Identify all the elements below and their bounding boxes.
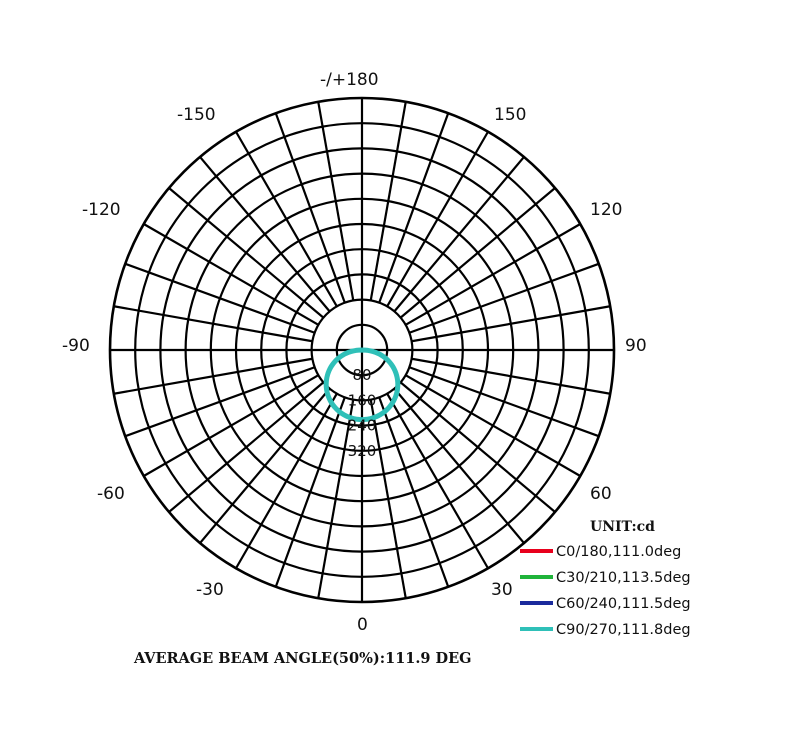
spoke-30 (386, 393, 489, 569)
spoke-190 (317, 101, 355, 301)
spoke-280 (113, 357, 313, 395)
ring-label-160: 160 (348, 391, 377, 409)
spoke-120 (405, 223, 581, 326)
spoke-220 (199, 156, 331, 313)
average-beam-angle-caption: AVERAGE BEAM ANGLE(50%):111.9 DEG (133, 650, 472, 667)
spoke-290 (124, 366, 316, 438)
spoke-210 (235, 131, 338, 307)
spoke-20 (378, 396, 450, 588)
intensity-curves (323, 347, 401, 423)
legend-entry-0: C0/180,111.0deg (556, 544, 681, 560)
spoke-10 (369, 399, 407, 599)
angle-label-m60: -60 (97, 484, 125, 504)
ring-label-80: 80 (352, 366, 371, 384)
spoke-130 (399, 187, 556, 319)
legend: UNIT:cd C0/180,111.0deg C30/210,113.5deg C… (520, 519, 691, 638)
angle-label-m120: -120 (82, 200, 121, 220)
spoke-80 (411, 357, 611, 395)
ring-labels: 80 160 240 320 (348, 366, 377, 460)
angle-label-30: 30 (491, 580, 513, 600)
spoke-100 (411, 305, 611, 343)
angle-label-60: 60 (590, 484, 612, 504)
angle-label-150: 150 (494, 105, 526, 125)
angle-label-m90: -90 (62, 336, 90, 356)
spoke-170 (369, 101, 407, 301)
spoke-50 (399, 381, 556, 513)
angle-label-0: 0 (357, 615, 368, 635)
curve-c90 (323, 347, 401, 423)
legend-entry-2: C60/240,111.5deg (556, 596, 691, 612)
angle-label-90: 90 (625, 336, 647, 356)
legend-entry-3: C90/270,111.8deg (556, 622, 691, 638)
angle-label-180: -/+180 (320, 70, 379, 90)
spoke-250 (124, 262, 316, 334)
angle-label-120: 120 (590, 200, 622, 220)
legend-unit-label: UNIT:cd (590, 519, 655, 535)
spoke-70 (408, 366, 600, 438)
spoke-240 (143, 223, 319, 326)
spoke-60 (405, 374, 581, 477)
spoke-340 (274, 396, 346, 588)
spoke-150 (386, 131, 489, 307)
spoke-330 (235, 393, 338, 569)
legend-entry-1: C30/210,113.5deg (556, 570, 691, 586)
spoke-230 (168, 187, 325, 319)
ring-label-240: 240 (348, 417, 377, 435)
spoke-40 (393, 387, 525, 544)
angle-label-m30: -30 (196, 580, 224, 600)
spoke-260 (113, 305, 313, 343)
spoke-350 (317, 399, 355, 599)
spoke-320 (199, 387, 331, 544)
spoke-310 (168, 381, 325, 513)
polar-grid (108, 96, 616, 604)
angle-label-m150: -150 (177, 105, 216, 125)
spoke-200 (274, 112, 346, 304)
ring-label-320: 320 (348, 442, 377, 460)
angle-labels: -/+180 -150 150 -120 120 -90 90 -60 60 -30 30 0 (62, 70, 647, 635)
spoke-160 (378, 112, 450, 304)
spoke-140 (393, 156, 525, 313)
spoke-300 (143, 374, 319, 477)
spoke-110 (408, 262, 600, 334)
